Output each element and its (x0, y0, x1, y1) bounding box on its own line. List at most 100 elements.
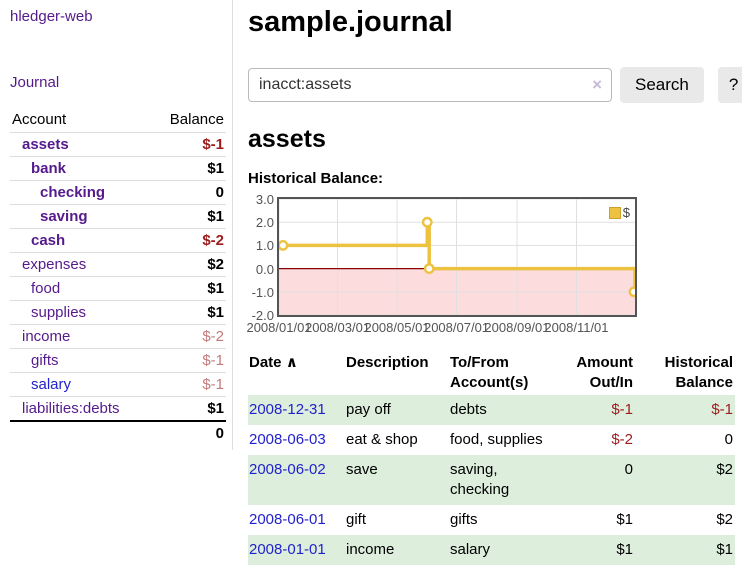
register-description-cell: gift (346, 511, 367, 528)
register-balance-cell: $2 (716, 511, 733, 528)
transaction-date-link[interactable]: 2008-06-02 (249, 461, 326, 478)
sidebar-account-balance: $1 (207, 280, 224, 297)
register-row: 2008-06-03 eat & shop food, supplies $-2 0 (248, 425, 735, 455)
sidebar-account-link-saving[interactable]: saving (40, 208, 88, 225)
transaction-date-link[interactable]: 2008-01-01 (249, 541, 326, 558)
register-accounts-cell: salary (449, 535, 558, 565)
sidebar-account-link-bank[interactable]: bank (31, 160, 67, 177)
register-column-header-date[interactable]: Date ∧ (249, 354, 298, 371)
y-axis-tick-label: 2.0 (255, 215, 274, 231)
y-axis-tick-label: -2.0 (251, 308, 274, 323)
register-amount-cell: $1 (616, 511, 633, 528)
register-amount-cell: $1 (558, 535, 635, 565)
register-amount-cell: 0 (558, 455, 635, 505)
register-table: Date ∧ Description To/From Account(s) Amoun… (248, 351, 735, 565)
register-date-cell: 2008-06-03 (248, 425, 345, 455)
chart-legend: $ (607, 204, 631, 221)
x-axis-tick-label: 2008/11/01 (544, 320, 609, 335)
sidebar-account-link-supplies[interactable]: supplies (31, 304, 87, 321)
account-balance-table: Account Balance assets $-1 bank $1 checking 0… (10, 108, 226, 445)
register-accounts-cell: gifts (450, 511, 478, 528)
sidebar-account-link-checking[interactable]: checking (40, 184, 106, 201)
search-input-wrap: × (248, 68, 612, 102)
sidebar-account-balance: $-1 (202, 376, 224, 393)
y-axis-tick-label: 1.0 (255, 238, 274, 254)
x-axis-tick-label: 2008/09/01 (484, 320, 550, 335)
transaction-date-link[interactable]: 2008-06-03 (249, 431, 326, 448)
register-row: 2008-06-02 save saving, checking 0 $2 (248, 455, 735, 505)
register-accounts-cell: debts (449, 395, 558, 425)
account-table-header: Account Balance (10, 108, 226, 132)
y-axis-tick-label: -1.0 (251, 284, 274, 300)
register-balance-cell: $2 (635, 455, 735, 505)
register-amount-cell: $-2 (611, 431, 633, 448)
search-input[interactable] (248, 68, 612, 102)
search-form: × Search ? (248, 67, 742, 103)
sidebar-account-link-expenses[interactable]: expenses (22, 256, 87, 273)
x-axis-tick-label: 2008/01/01 (246, 320, 312, 335)
sidebar-account-balance: $1 (207, 160, 224, 177)
sidebar-account-link-income[interactable]: income (22, 328, 71, 345)
app-title-link[interactable]: hledger-web (10, 8, 93, 25)
sidebar-account-row: food $1 (10, 276, 226, 300)
sidebar-account-row: bank $1 (10, 156, 226, 180)
register-column-header-to-from-account-s-: To/From Account(s) (450, 354, 529, 391)
register-column-header-description: Description (346, 354, 429, 371)
sidebar-account-row: checking 0 (10, 180, 226, 204)
sidebar-account-balance: $-1 (202, 352, 224, 369)
register-description-cell: income (345, 535, 449, 565)
register-date-cell: 2008-06-01 (248, 505, 345, 535)
chart-canvas (279, 199, 635, 315)
sidebar-account-link-food[interactable]: food (31, 280, 61, 297)
x-axis-tick-label: 2008/07/01 (423, 320, 490, 335)
sidebar-account-row: supplies $1 (10, 300, 226, 324)
register-balance-cell: 0 (724, 431, 733, 448)
clear-search-icon[interactable]: × (592, 75, 602, 94)
transaction-date-link[interactable]: 2008-06-01 (249, 511, 326, 528)
sort-ascending-icon[interactable]: ∧ (285, 354, 298, 371)
sidebar-account-link-liabilities-debts[interactable]: liabilities:debts (22, 400, 120, 417)
register-date-cell: 2008-01-01 (248, 535, 345, 565)
y-axis-tick-label: 0.0 (255, 261, 274, 277)
sidebar-account-row: salary $-1 (10, 372, 226, 396)
sidebar-account-balance: $-1 (202, 136, 224, 153)
sidebar-account-link-cash[interactable]: cash (31, 232, 66, 249)
register-description-cell: save (345, 455, 449, 505)
help-button[interactable]: ? (717, 67, 742, 103)
sidebar-account-row: saving $1 (10, 204, 226, 228)
register-description-cell: pay off (345, 395, 449, 425)
legend-label: $ (622, 205, 630, 220)
register-description-cell: eat & shop (346, 431, 418, 448)
register-column-header-amount-out-in: Amount Out/In (576, 354, 633, 391)
y-axis-tick-label: 3.0 (255, 192, 274, 207)
register-row: 2008-06-01 gift gifts $1 $2 (248, 505, 735, 535)
sidebar-account-balance: $-2 (202, 232, 224, 249)
account-heading: assets (248, 125, 326, 153)
x-axis-tick-label: 2008/05/01 (364, 320, 430, 335)
sidebar-account-link-salary[interactable]: salary (31, 376, 72, 393)
main-content: sample.journal × Search ? assets Histori… (246, 0, 742, 565)
sidebar-total-row: 0 (10, 420, 226, 445)
sidebar-account-link-gifts[interactable]: gifts (31, 352, 59, 369)
sidebar-account-row: assets $-1 (10, 132, 226, 156)
page-title: sample.journal (248, 6, 453, 38)
register-amount-cell: $-1 (558, 395, 635, 425)
nav-journal-link[interactable]: Journal (10, 74, 60, 91)
historical-balance-chart[interactable]: 3.0 2.0 1.0 0.0 -1.0 -2.0 $ 2008/01/01 2008/03… (246, 192, 735, 336)
chart-title: Historical Balance: (248, 170, 384, 187)
sidebar: hledger-web Journal Account Balance asse… (0, 0, 233, 450)
search-button[interactable]: Search (620, 67, 704, 103)
register-balance-cell: $1 (635, 535, 735, 565)
x-axis-tick-label: 2008/03/01 (304, 320, 371, 335)
chart-plot-area[interactable]: $ (277, 197, 637, 317)
sidebar-account-link-assets[interactable]: assets (22, 136, 69, 153)
sidebar-account-balance: $1 (207, 208, 224, 225)
legend-swatch-icon (608, 206, 621, 219)
register-column-header-historical-balance: Historical Balance (664, 354, 733, 391)
transaction-date-link[interactable]: 2008-12-31 (249, 401, 326, 418)
account-column-header: Account (12, 111, 67, 128)
register-date-cell: 2008-12-31 (248, 395, 345, 425)
sidebar-account-row: cash $-2 (10, 228, 226, 252)
register-date-cell: 2008-06-02 (248, 455, 345, 505)
register-accounts-cell: food, supplies (450, 431, 543, 448)
